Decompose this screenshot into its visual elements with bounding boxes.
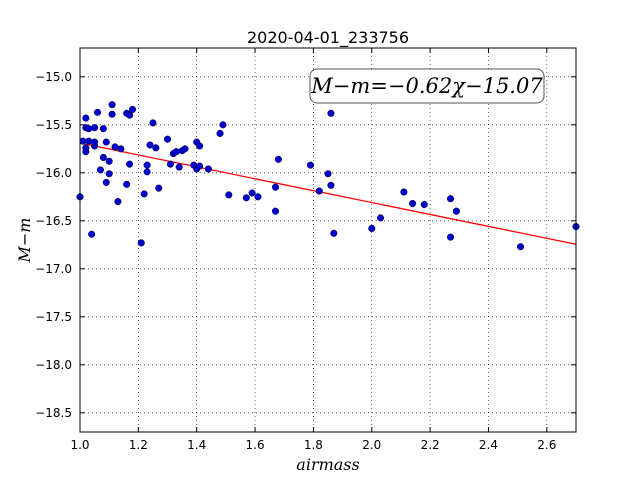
plot-frame — [79, 47, 577, 433]
x-tick-label: 1.4 — [187, 438, 206, 452]
data-point — [248, 189, 256, 197]
data-point — [219, 121, 227, 129]
data-point — [175, 163, 183, 171]
data-point — [85, 125, 93, 133]
data-point — [271, 207, 280, 215]
data-point — [306, 161, 315, 169]
y-tick-label: −15.5 — [35, 118, 72, 132]
data-point — [91, 124, 99, 132]
data-point — [327, 109, 335, 117]
data-point — [166, 160, 174, 168]
data-point — [105, 170, 113, 178]
data-point — [155, 184, 163, 192]
data-point — [181, 145, 189, 153]
x-tick-label: 2.2 — [421, 438, 440, 452]
data-point — [114, 198, 122, 206]
data-point — [446, 233, 455, 241]
data-point — [96, 166, 104, 174]
data-point — [400, 188, 408, 196]
y-tick-label: −18.5 — [35, 406, 72, 420]
data-point — [88, 230, 96, 238]
data-point — [196, 142, 204, 150]
data-point — [152, 144, 160, 152]
data-point — [137, 239, 145, 247]
data-point — [204, 165, 212, 173]
data-point — [99, 125, 107, 133]
data-point — [274, 155, 282, 163]
fit-annotation: M−m=−0.62χ−15.07 — [310, 74, 543, 98]
fit-line — [79, 142, 577, 245]
chart-title: 2020-04-01_233756 — [247, 28, 409, 48]
data-point — [102, 138, 110, 146]
x-tick-label: 2.6 — [537, 438, 556, 452]
data-point — [82, 114, 90, 122]
data-point — [324, 170, 332, 178]
data-point — [368, 224, 376, 233]
fit-annotation-box — [309, 68, 545, 104]
x-tick-label: 1.8 — [304, 438, 323, 452]
data-point — [108, 110, 116, 118]
x-tick-label: 1.6 — [246, 438, 265, 452]
y-tick-label: −16.5 — [35, 214, 72, 228]
x-tick-label: 2.4 — [479, 438, 498, 452]
data-point — [420, 200, 428, 209]
data-point — [254, 193, 262, 201]
data-point — [108, 101, 116, 109]
data-point — [452, 207, 460, 215]
data-point — [216, 129, 224, 137]
data-point — [140, 190, 148, 198]
y-tick-label: −17.5 — [35, 310, 72, 324]
data-point — [517, 243, 525, 251]
data-point — [126, 160, 134, 168]
x-axis-ticks: 1.0 1.2 1.4 1.6 1.8 2.0 2.2 2.4 2.6 — [70, 48, 556, 452]
data-point — [128, 105, 137, 113]
x-axis-label: airmass — [296, 455, 359, 474]
data-point — [143, 168, 151, 176]
x-tick-label: 1.2 — [129, 438, 148, 452]
data-point — [409, 199, 417, 208]
data-point — [149, 119, 157, 127]
data-point — [123, 180, 131, 188]
data-point — [102, 178, 110, 186]
data-point — [327, 181, 335, 189]
data-point — [82, 144, 90, 152]
data-point — [225, 191, 233, 199]
data-point — [91, 138, 99, 146]
data-point — [85, 137, 93, 145]
data-point — [143, 161, 151, 169]
fit-line-group — [79, 142, 577, 245]
data-point — [163, 135, 172, 143]
data-point — [117, 145, 125, 153]
data-point — [105, 157, 113, 165]
y-tick-label: −16.0 — [35, 166, 72, 180]
x-tick-label: 1.0 — [70, 438, 89, 452]
y-axis-ticks: −15.0 −15.5 −16.0 −16.5 −17.0 −17.5 −18.0 −18.5 — [35, 70, 576, 420]
data-point — [315, 187, 323, 195]
data-point — [196, 162, 204, 170]
data-point — [242, 194, 250, 202]
data-points — [76, 101, 580, 251]
y-tick-label: −17.0 — [35, 262, 72, 276]
data-point — [172, 148, 180, 156]
data-point — [126, 111, 134, 119]
y-tick-label: −15.0 — [35, 70, 72, 84]
data-point — [146, 141, 154, 149]
data-point — [446, 195, 455, 203]
data-point — [376, 214, 385, 222]
data-point — [330, 229, 338, 237]
y-tick-label: −18.0 — [35, 358, 72, 372]
data-point — [93, 108, 102, 116]
data-point — [271, 183, 280, 191]
x-tick-label: 2.0 — [362, 438, 381, 452]
data-point — [99, 153, 107, 161]
y-axis-label: M−m — [15, 218, 34, 264]
